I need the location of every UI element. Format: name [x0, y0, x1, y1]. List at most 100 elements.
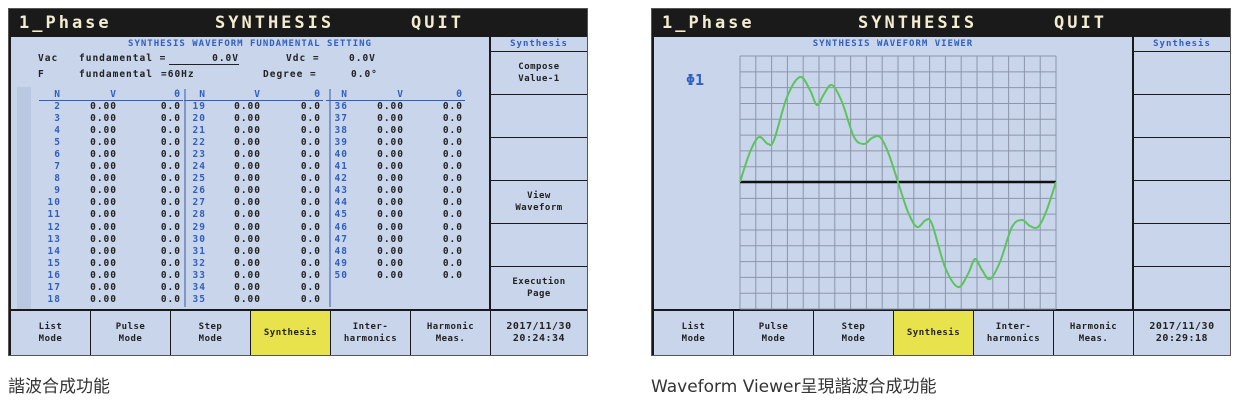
- caption: 諧波合成功能: [8, 377, 110, 397]
- harmonic-order: 17: [47, 281, 61, 293]
- harmonic-order: 29: [192, 221, 206, 233]
- harmonic-phase: 0.0: [160, 233, 181, 245]
- tab-active[interactable]: Synthesis: [251, 311, 330, 355]
- side-menu: Synthesis Compose Value-1 View Waveform Execu…: [491, 37, 587, 309]
- quit-button[interactable]: QUIT: [1054, 13, 1107, 33]
- harmonic-phase: 0.0: [160, 161, 181, 173]
- setting-label: fundamental =: [79, 53, 167, 64]
- harmonic-order: 50: [334, 269, 348, 281]
- datetime: 2017/11/30 20:29:18: [1134, 311, 1230, 355]
- waveform-trace: [739, 75, 1057, 289]
- harmonic-phase: 0.0: [300, 137, 321, 149]
- harmonic-phase: 0.0: [300, 281, 321, 293]
- tab-line: Inter-: [995, 322, 1032, 332]
- harmonic-order: 5: [54, 137, 61, 149]
- harmonic-order: 3: [54, 113, 61, 125]
- main-area: SYNTHESIS WAVEFORM FUNDAMENTAL SETTING Va…: [11, 37, 489, 309]
- harmonic-phase: 0.0: [300, 197, 321, 209]
- tab[interactable]: Inter-harmonics: [331, 311, 410, 355]
- side-button-empty: [491, 224, 587, 266]
- harmonic-order: 27: [192, 197, 206, 209]
- phase-label: 1_Phase: [19, 13, 112, 33]
- harmonic-voltage: 0.00: [234, 221, 261, 233]
- side-button[interactable]: Compose Value-1: [491, 52, 587, 94]
- harmonic-voltage: 0.00: [377, 185, 404, 197]
- harmonic-voltage: 0.00: [377, 257, 404, 269]
- datetime-line: 2017/11/30: [506, 321, 572, 332]
- setting-value: 0.0V: [349, 53, 376, 64]
- harmonic-voltage: 0.00: [377, 233, 404, 245]
- tab-active[interactable]: Synthesis: [894, 311, 973, 355]
- harmonic-order: 11: [47, 209, 61, 221]
- harmonic-phase: 0.0: [442, 245, 463, 257]
- harmonic-phase: 0.0: [300, 221, 321, 233]
- datetime-line: 2017/11/30: [1149, 321, 1215, 332]
- side-button-empty: [1134, 224, 1230, 266]
- tab-line: Meas.: [1078, 334, 1109, 344]
- datetime: 2017/11/30 20:24:34: [491, 311, 587, 355]
- harmonic-phase: 0.0: [160, 245, 181, 257]
- tab[interactable]: Inter-harmonics: [974, 311, 1053, 355]
- harmonic-voltage: 0.00: [234, 197, 261, 209]
- harmonic-order: 42: [334, 173, 348, 185]
- harmonic-voltage: 0.00: [90, 197, 117, 209]
- tab[interactable]: Pulse Mode: [734, 311, 813, 355]
- tab[interactable]: List Mode: [654, 311, 733, 355]
- screen-title: SYNTHESIS: [858, 13, 978, 33]
- setting-value[interactable]: 0.0V: [169, 53, 239, 65]
- side-button[interactable]: Execution Page: [491, 267, 587, 309]
- harmonic-order: 24: [192, 161, 206, 173]
- tab-line: Mode: [681, 334, 706, 344]
- main-area: SYNTHESIS WAVEFORM VIEWER Φ1: [654, 37, 1132, 310]
- harmonic-voltage: 0.00: [234, 185, 261, 197]
- quit-button[interactable]: QUIT: [411, 13, 464, 33]
- harmonic-order: 16: [47, 269, 61, 281]
- table-frame: [17, 87, 483, 309]
- harmonic-phase: 0.0: [160, 197, 181, 209]
- tab-line: harmonics: [343, 334, 398, 344]
- harmonic-voltage: 0.00: [90, 125, 117, 137]
- harmonic-order: 49: [334, 257, 348, 269]
- harmonic-voltage: 0.00: [90, 185, 117, 197]
- harmonic-voltage: 0.00: [90, 161, 117, 173]
- setting-name: F: [38, 69, 45, 80]
- harmonic-phase: 0.0: [160, 113, 181, 125]
- harmonic-phase: 0.0: [442, 221, 463, 233]
- tab[interactable]: Harmonic Meas.: [1054, 311, 1133, 355]
- harmonic-voltage: 0.00: [90, 137, 117, 149]
- harmonic-phase: 0.0: [442, 149, 463, 161]
- harmonic-phase: 0.0: [442, 269, 463, 281]
- side-button-empty: [1134, 138, 1230, 180]
- setting-label: Vdc =: [286, 53, 320, 64]
- harmonic-voltage: 0.00: [377, 245, 404, 257]
- side-button[interactable]: View Waveform: [491, 181, 587, 223]
- side-button-line: Compose: [518, 62, 560, 72]
- harmonic-phase: 0.0: [160, 293, 181, 305]
- harmonic-voltage: 0.00: [377, 125, 404, 137]
- harmonic-voltage: 0.00: [377, 137, 404, 149]
- harmonic-phase: 0.0: [160, 257, 181, 269]
- harmonic-order: 32: [192, 257, 206, 269]
- tab-line: Mode: [38, 334, 63, 344]
- harmonic-order: 33: [192, 269, 206, 281]
- harmonic-voltage: 0.00: [377, 269, 404, 281]
- tab[interactable]: Harmonic Meas.: [411, 311, 490, 355]
- harmonic-voltage: 0.00: [377, 161, 404, 173]
- harmonic-phase: 0.0: [442, 113, 463, 125]
- tab[interactable]: Pulse Mode: [91, 311, 170, 355]
- harmonic-phase: 0.0: [442, 125, 463, 137]
- harmonic-voltage: 0.00: [234, 245, 261, 257]
- tab-line: Mode: [118, 334, 143, 344]
- table-header: θ: [314, 89, 321, 100]
- trace-label: Φ1: [686, 71, 705, 89]
- tab[interactable]: Step Mode: [171, 311, 250, 355]
- tab[interactable]: List Mode: [11, 311, 90, 355]
- device-screen: 1_Phase SYNTHESIS QUIT SYNTHESIS WAVEFORM V…: [651, 8, 1231, 356]
- harmonic-voltage: 0.00: [90, 257, 117, 269]
- harmonic-order: 31: [192, 245, 206, 257]
- harmonic-order: 36: [334, 101, 348, 112]
- harmonic-order: 37: [334, 113, 348, 125]
- tab[interactable]: Step Mode: [814, 311, 893, 355]
- harmonic-phase: 0.0: [442, 173, 463, 185]
- harmonic-phase: 0.0: [300, 269, 321, 281]
